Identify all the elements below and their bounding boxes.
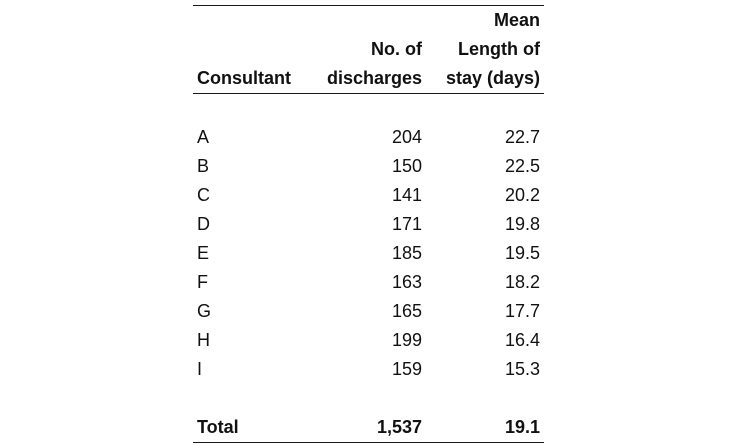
consultant-cell: H <box>197 330 210 350</box>
table-row: G 165 17.7 <box>193 297 544 326</box>
table-top-rule <box>193 5 544 6</box>
table-row: H 199 16.4 <box>193 326 544 355</box>
total-row: Total 1,537 19.1 <box>193 413 544 443</box>
header-discharges-line1: No. of <box>371 39 422 59</box>
table-row: I 159 15.3 <box>193 355 544 384</box>
header-row-1: Mean <box>193 6 544 35</box>
discharges-cell: 185 <box>391 243 422 263</box>
table-row: C 141 20.2 <box>193 181 544 210</box>
mean-los-cell: 18.2 <box>504 272 540 292</box>
mean-los-cell: 20.2 <box>504 185 540 205</box>
header-mean-los-line1: Mean <box>493 10 540 30</box>
header-mean-los-line3: stay (days) <box>426 64 544 94</box>
mean-los-cell: 19.5 <box>504 243 540 263</box>
mean-los-cell: 17.7 <box>504 301 540 321</box>
mean-los-cell: 15.3 <box>504 359 540 379</box>
consultant-discharge-table: Mean No. of Length of Consultant dischar… <box>193 5 544 443</box>
table-row: E 185 19.5 <box>193 239 544 268</box>
discharges-cell: 159 <box>391 359 422 379</box>
consultant-cell: E <box>197 243 210 263</box>
discharges-cell: 150 <box>391 156 422 176</box>
spacer-row <box>193 94 544 124</box>
discharges-cell: 199 <box>391 330 422 350</box>
total-mean-los: 19.1 <box>426 413 544 443</box>
mean-los-cell: 19.8 <box>504 214 540 234</box>
consultant-cell: F <box>197 272 208 292</box>
consultant-cell: G <box>197 301 212 321</box>
discharges-cell: 141 <box>391 185 422 205</box>
header-consultant: Consultant <box>193 64 317 94</box>
header-row-2: No. of Length of <box>193 35 544 64</box>
discharges-cell: 165 <box>391 301 422 321</box>
total-discharges: 1,537 <box>317 413 426 443</box>
mean-los-cell: 22.7 <box>504 127 540 147</box>
header-discharges-line2: discharges <box>317 64 426 94</box>
mean-los-cell: 16.4 <box>504 330 540 350</box>
mean-los-cell: 22.5 <box>504 156 540 176</box>
discharges-cell: 163 <box>391 272 422 292</box>
table-row: D 171 19.8 <box>193 210 544 239</box>
discharges-cell: 171 <box>391 214 422 234</box>
consultant-cell: B <box>197 156 210 176</box>
header-row-3: Consultant discharges stay (days) <box>193 64 544 94</box>
header-mean-los-line2: Length of <box>458 39 540 59</box>
total-label: Total <box>193 413 317 443</box>
spacer-row <box>193 384 544 413</box>
consultant-cell: A <box>197 127 210 147</box>
consultant-table-container: Mean No. of Length of Consultant dischar… <box>193 5 544 443</box>
discharges-cell: 204 <box>391 127 422 147</box>
table-row: B 150 22.5 <box>193 152 544 181</box>
consultant-cell: D <box>197 214 210 234</box>
table-row: A 204 22.7 <box>193 123 544 152</box>
consultant-cell: I <box>197 359 203 379</box>
consultant-cell: C <box>197 185 210 205</box>
table-row: F 163 18.2 <box>193 268 544 297</box>
